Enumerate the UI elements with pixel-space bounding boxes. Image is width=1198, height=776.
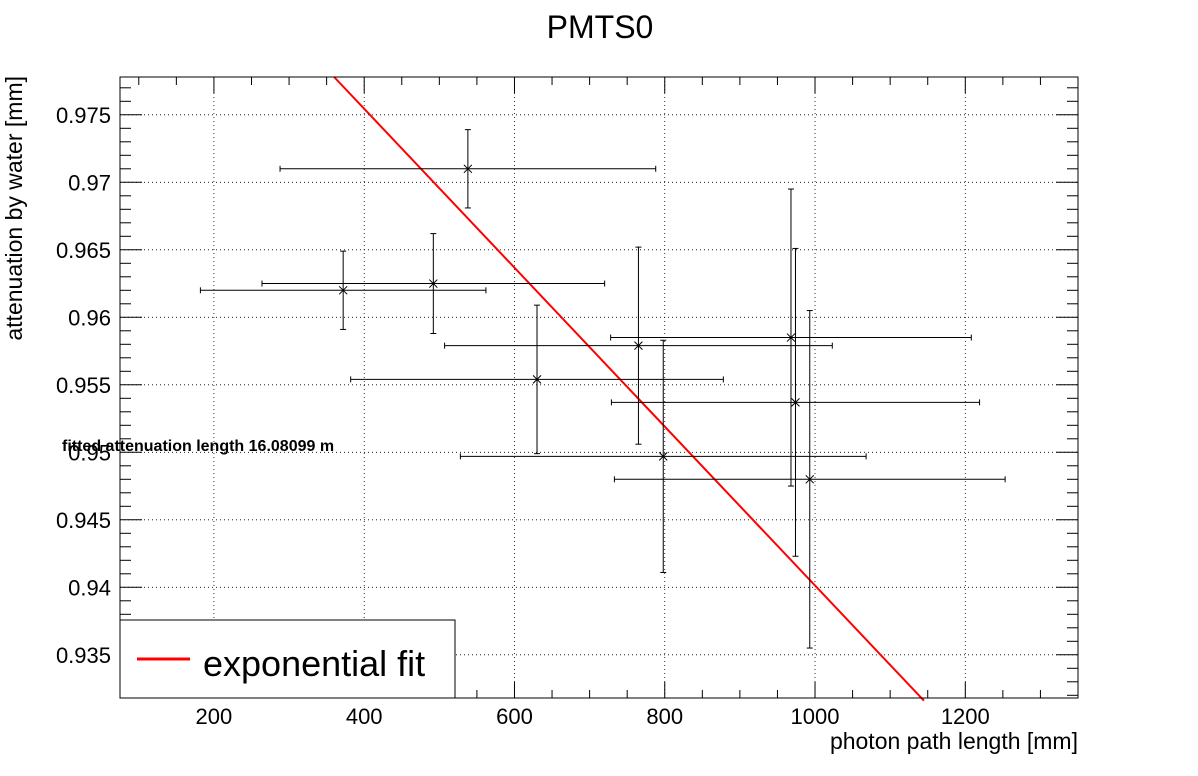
- data-points: [199, 129, 1006, 649]
- x-axis-tick-labels: 200 400 600 800 1000 1200: [196, 704, 990, 729]
- point-marker: [428, 279, 438, 288]
- x-tick-label: 200: [196, 704, 233, 729]
- point-marker: [463, 164, 473, 174]
- x-tick-label: 800: [646, 704, 683, 729]
- point-marker: [634, 341, 643, 351]
- x-tick-label: 400: [346, 704, 383, 729]
- x-tick-label: 600: [496, 704, 533, 729]
- y-tick-label: 0.97: [68, 170, 111, 195]
- y-tick-label: 0.975: [56, 103, 111, 128]
- data-point: [610, 188, 972, 487]
- data-point: [610, 247, 981, 557]
- y-tick-label: 0.94: [68, 575, 111, 600]
- y-tick-label: 0.95: [68, 440, 111, 465]
- point-marker: [532, 375, 542, 384]
- data-point: [279, 129, 657, 209]
- point-marker: [791, 397, 800, 407]
- y-axis-title: attenuation by water [mm]: [1, 76, 27, 341]
- y-tick-label: 0.96: [68, 305, 111, 330]
- legend-label-exponential-fit: exponential fit: [203, 643, 425, 684]
- y-tick-label: 0.935: [56, 643, 111, 668]
- x-tick-label: 1000: [791, 704, 840, 729]
- y-tick-label: 0.965: [56, 238, 111, 263]
- x-axis-title: photon path length [mm]: [830, 728, 1078, 754]
- data-point: [613, 310, 1006, 649]
- data-point: [261, 233, 606, 334]
- y-tick-label: 0.945: [56, 508, 111, 533]
- point-marker: [786, 333, 796, 342]
- x-tick-label: 1200: [941, 704, 990, 729]
- data-point: [444, 246, 833, 445]
- data-point: [199, 250, 487, 330]
- point-marker: [805, 474, 815, 484]
- fit-curve-layer: [333, 76, 925, 702]
- data-point: [350, 304, 724, 455]
- data-point: [459, 339, 867, 573]
- legend: exponential fit: [119, 619, 456, 699]
- y-tick-label: 0.955: [56, 373, 111, 398]
- chart-title: PMTS0: [547, 9, 654, 45]
- point-marker: [338, 285, 348, 295]
- y-axis-tick-labels: 0.935 0.94 0.945 0.95 0.955 0.96 0.965 0.97 0.97…: [56, 103, 111, 668]
- fit-annotation: fitted attenuation length 16.08099 m: [62, 438, 334, 455]
- fit-line: [333, 76, 925, 702]
- plot-frame: [119, 76, 1079, 699]
- point-marker: [658, 451, 668, 461]
